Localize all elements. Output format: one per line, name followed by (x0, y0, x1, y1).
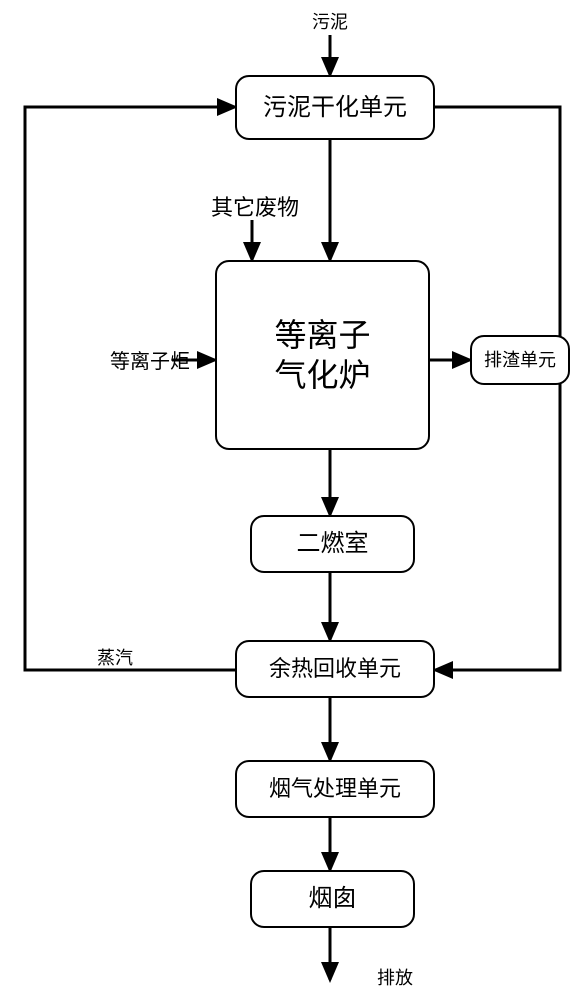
label-torch: 等离子炬 (95, 350, 205, 374)
label-waste: 其它废物 (195, 195, 315, 221)
node-flue: 烟气处理单元 (235, 760, 435, 818)
node-chamber: 二燃室 (250, 515, 415, 573)
arrow-layer (0, 0, 579, 1000)
node-gasifier: 等离子气化炉 (215, 260, 430, 450)
arrow-drying-to-rec-right (435, 107, 560, 670)
label-emit: 排放 (370, 968, 420, 990)
node-recovery: 余热回收单元 (235, 640, 435, 698)
node-chimney: 烟囱 (250, 870, 415, 928)
node-slag: 排渣单元 (470, 335, 570, 385)
label-steam: 蒸汽 (90, 648, 140, 670)
flowchart-canvas: 污泥干化单元等离子气化炉排渣单元二燃室余热回收单元烟气处理单元烟囱 污泥其它废物等… (0, 0, 579, 1000)
arrow-rec-to-drying-left (25, 107, 235, 670)
label-sludge: 污泥 (300, 12, 360, 34)
node-drying: 污泥干化单元 (235, 75, 435, 140)
